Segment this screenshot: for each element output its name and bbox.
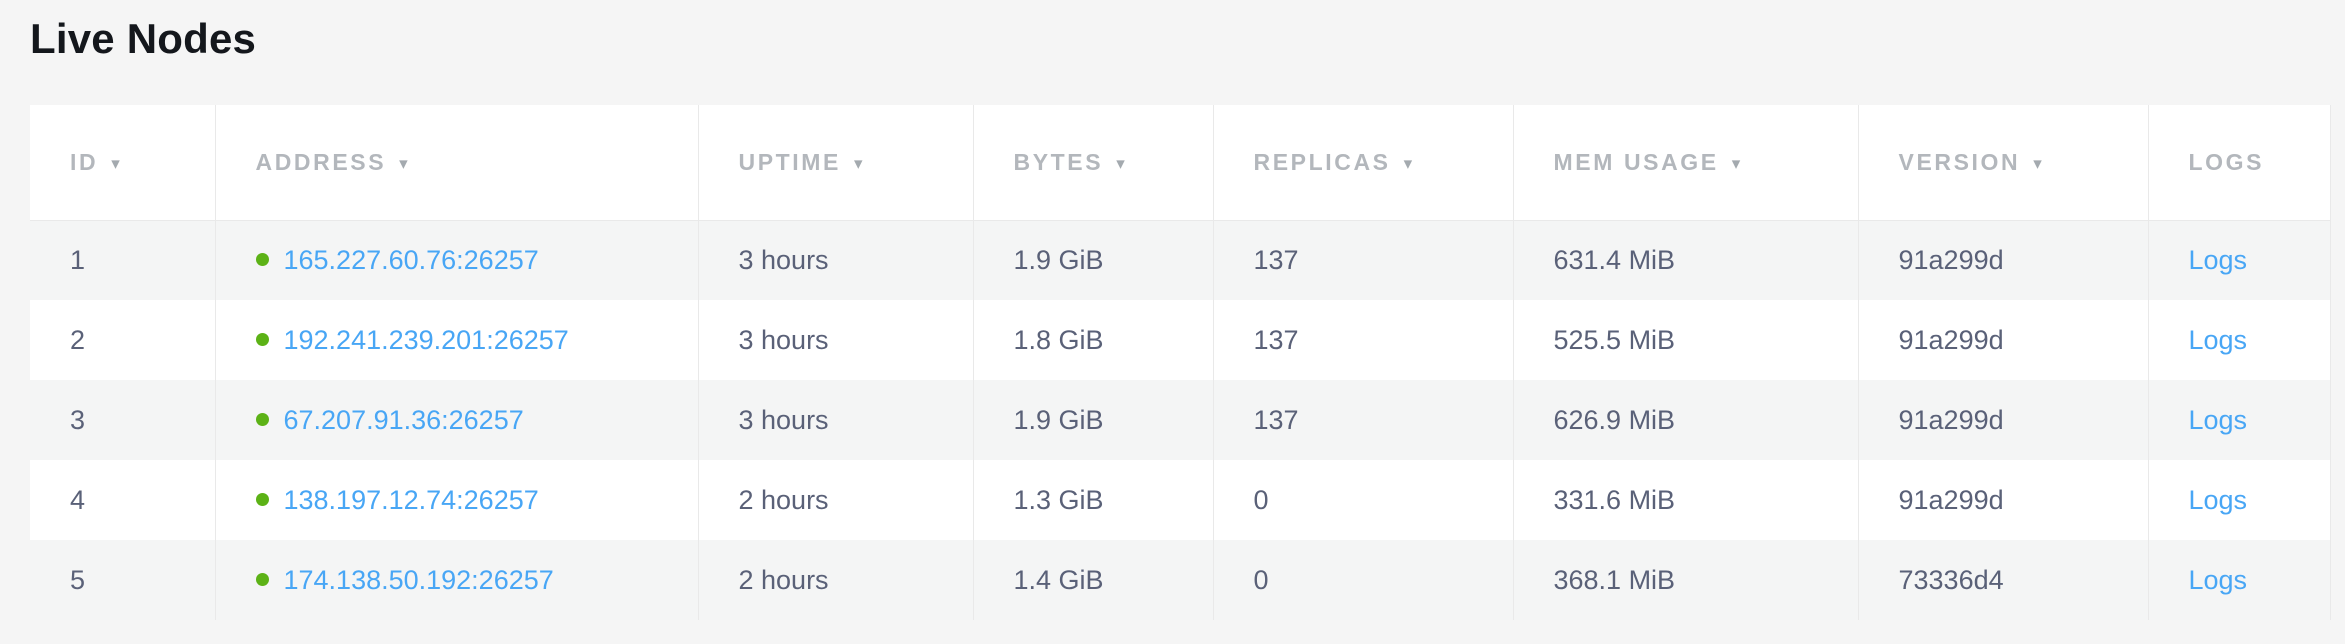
cell-logs: Logs — [2148, 540, 2331, 620]
logs-link[interactable]: Logs — [2188, 484, 2248, 515]
table-row: 5 174.138.50.192:26257 2 hours 1.4 GiB 0… — [30, 540, 2331, 620]
logs-link[interactable]: Logs — [2188, 324, 2248, 355]
cell-mem-usage: 368.1 MiB — [1513, 540, 1859, 620]
logs-link[interactable]: Logs — [2188, 244, 2248, 275]
logs-link[interactable]: Logs — [2188, 404, 2248, 435]
column-label: ID — [70, 148, 99, 175]
live-nodes-table: ID ▾ ADDRESS ▾ UPTIME ▾ BYTES ▾ REPLICAS ▾ ME… — [30, 105, 2331, 620]
table-header-row: ID ▾ ADDRESS ▾ UPTIME ▾ BYTES ▾ REPLICAS ▾ ME… — [30, 105, 2331, 221]
table-header: ID ▾ ADDRESS ▾ UPTIME ▾ BYTES ▾ REPLICAS ▾ ME… — [30, 105, 2331, 221]
cell-logs: Logs — [2148, 460, 2331, 540]
column-label: VERSION — [1898, 148, 2021, 175]
cell-uptime: 2 hours — [698, 540, 974, 620]
table-body: 1 165.227.60.76:26257 3 hours 1.9 GiB 13… — [30, 220, 2331, 620]
address-link[interactable]: 165.227.60.76:26257 — [283, 244, 539, 275]
live-nodes-page: Live Nodes ID ▾ ADDRESS ▾ UPTIME ▾ BYTES ▾ R… — [30, 15, 2331, 620]
cell-version: 91a299d — [1858, 220, 2149, 300]
cell-bytes: 1.8 GiB — [973, 300, 1214, 380]
column-header-id[interactable]: ID ▾ — [30, 105, 216, 221]
cell-mem-usage: 525.5 MiB — [1513, 300, 1859, 380]
cell-node-id: 1 — [30, 220, 216, 300]
cell-logs: Logs — [2148, 380, 2331, 460]
address-link[interactable]: 138.197.12.74:26257 — [283, 484, 539, 515]
cell-replicas: 137 — [1213, 380, 1514, 460]
table-row: 2 192.241.239.201:26257 3 hours 1.8 GiB … — [30, 300, 2331, 380]
sort-arrow-icon: ▾ — [1403, 153, 1413, 173]
node-live-status-icon — [255, 332, 269, 346]
sort-arrow-icon: ▾ — [854, 153, 863, 173]
cell-version: 91a299d — [1858, 460, 2149, 540]
node-live-status-icon — [255, 572, 269, 586]
column-label: REPLICAS — [1253, 148, 1391, 175]
column-label: ADDRESS — [255, 148, 387, 175]
column-header-mem-usage[interactable]: MEM USAGE ▾ — [1513, 105, 1859, 221]
address-link[interactable]: 67.207.91.36:26257 — [283, 404, 524, 435]
cell-replicas: 137 — [1213, 220, 1514, 300]
cell-node-id: 5 — [30, 540, 216, 620]
node-live-status-icon — [255, 412, 269, 426]
cell-uptime: 3 hours — [698, 380, 974, 460]
cell-address: 67.207.91.36:26257 — [215, 380, 699, 460]
cell-logs: Logs — [2148, 300, 2331, 380]
cell-bytes: 1.3 GiB — [973, 460, 1214, 540]
column-header-address[interactable]: ADDRESS ▾ — [215, 105, 699, 221]
cell-version: 73336d4 — [1858, 540, 2149, 620]
column-label: UPTIME — [738, 148, 841, 175]
page-title: Live Nodes — [30, 15, 257, 62]
column-header-replicas[interactable]: REPLICAS ▾ — [1213, 105, 1514, 221]
column-header-uptime[interactable]: UPTIME ▾ — [698, 105, 974, 221]
column-header-version[interactable]: VERSION ▾ — [1858, 105, 2149, 221]
cell-version: 91a299d — [1858, 380, 2149, 460]
node-live-status-icon — [255, 253, 269, 267]
address-link[interactable]: 192.241.239.201:26257 — [283, 324, 569, 355]
sort-arrow-icon: ▾ — [111, 153, 120, 173]
cell-address: 174.138.50.192:26257 — [215, 540, 699, 620]
node-live-status-icon — [255, 492, 269, 506]
table-row: 3 67.207.91.36:26257 3 hours 1.9 GiB 137… — [30, 380, 2331, 460]
sort-arrow-icon: ▾ — [399, 153, 408, 173]
cell-replicas: 0 — [1213, 540, 1514, 620]
column-header-logs: LOGS — [2148, 105, 2331, 221]
cell-replicas: 0 — [1213, 460, 1514, 540]
sort-arrow-icon: ▾ — [1116, 153, 1125, 173]
sort-arrow-icon: ▾ — [2033, 153, 2042, 173]
table-row: 1 165.227.60.76:26257 3 hours 1.9 GiB 13… — [30, 220, 2331, 300]
cell-node-id: 4 — [30, 460, 216, 540]
cell-uptime: 3 hours — [698, 220, 974, 300]
cell-mem-usage: 626.9 MiB — [1513, 380, 1859, 460]
cell-node-id: 3 — [30, 380, 216, 460]
cell-address: 192.241.239.201:26257 — [215, 300, 699, 380]
cell-bytes: 1.4 GiB — [973, 540, 1214, 620]
cell-uptime: 2 hours — [698, 460, 974, 540]
address-link[interactable]: 174.138.50.192:26257 — [283, 564, 554, 595]
column-label: LOGS — [2188, 148, 2265, 175]
column-header-bytes[interactable]: BYTES ▾ — [973, 105, 1214, 221]
cell-mem-usage: 631.4 MiB — [1513, 220, 1859, 300]
table-row: 4 138.197.12.74:26257 2 hours 1.3 GiB 0 … — [30, 460, 2331, 540]
cell-uptime: 3 hours — [698, 300, 974, 380]
cell-replicas: 137 — [1213, 300, 1514, 380]
column-label: MEM USAGE — [1553, 148, 1719, 175]
column-label: BYTES — [1013, 148, 1104, 175]
sort-arrow-icon: ▾ — [1731, 153, 1741, 173]
cell-node-id: 2 — [30, 300, 216, 380]
cell-bytes: 1.9 GiB — [973, 220, 1214, 300]
logs-link[interactable]: Logs — [2188, 564, 2248, 595]
cell-logs: Logs — [2148, 220, 2331, 300]
cell-address: 165.227.60.76:26257 — [215, 220, 699, 300]
cell-mem-usage: 331.6 MiB — [1513, 460, 1859, 540]
cell-address: 138.197.12.74:26257 — [215, 460, 699, 540]
cell-bytes: 1.9 GiB — [973, 380, 1214, 460]
cell-version: 91a299d — [1858, 300, 2149, 380]
